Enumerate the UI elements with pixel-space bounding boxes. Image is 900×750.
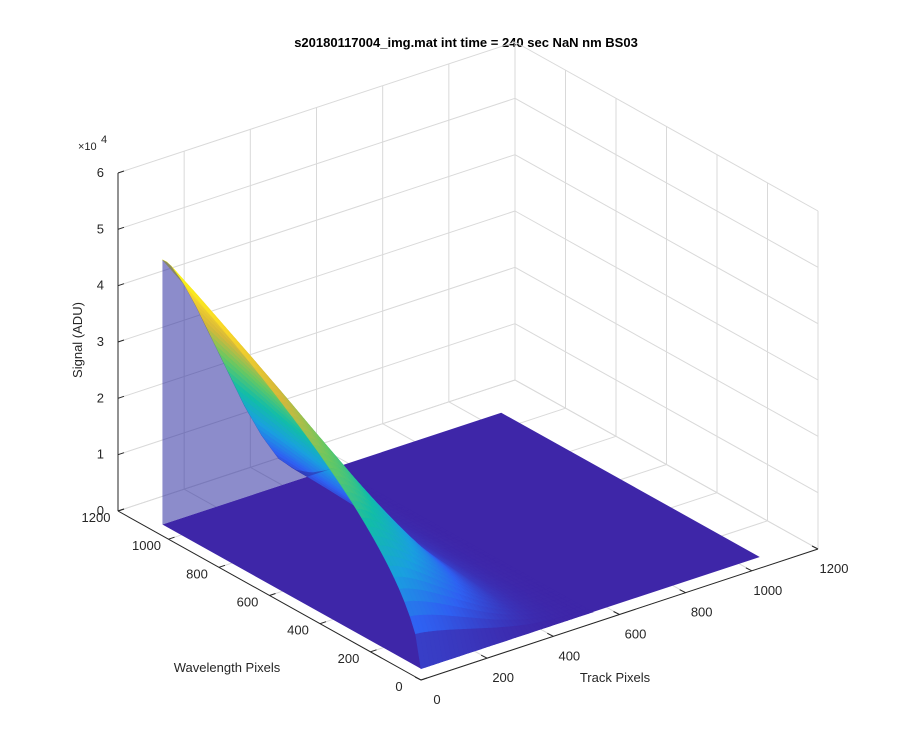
y-tick-label-3: 600 <box>625 627 647 642</box>
z-tick-mark-3 <box>117 339 125 343</box>
y-tick-label-1: 200 <box>492 670 514 685</box>
y-tick-mark-6 <box>811 545 819 550</box>
z-exponent: ×10 4 <box>78 134 107 153</box>
x-axis-label: Wavelength Pixels <box>174 660 281 675</box>
y-tick-mark-1 <box>480 654 488 659</box>
z-tick-label-1: 1 <box>97 447 104 462</box>
grid-line-left-wall-z-4 <box>117 154 516 287</box>
axes <box>117 170 819 681</box>
z-exponent-base: ×10 <box>78 141 97 153</box>
y-tick-mark-0 <box>414 676 422 681</box>
x-tick-mark-0 <box>420 677 428 681</box>
x-tick-label-6: 1200 <box>82 510 111 525</box>
grid-line-right-wall-z-4 <box>514 154 819 325</box>
grid-line-right-wall-z-5 <box>514 97 819 268</box>
surface-front-edge <box>162 259 335 525</box>
tick-labels: 0200400600800100012000200400600800100012… <box>82 165 849 707</box>
y-tick-label-0: 0 <box>433 692 440 707</box>
z-exponent-power: 4 <box>101 134 107 146</box>
y-tick-mark-5 <box>745 567 753 572</box>
z-axis-label: Signal (ADU) <box>70 302 85 378</box>
grid-line-left-wall-z-5 <box>117 97 516 230</box>
x-tick-label-4: 800 <box>186 566 208 581</box>
x-tick-mark-4 <box>218 564 226 568</box>
z-tick-label-4: 4 <box>97 278 104 293</box>
z-tick-mark-1 <box>117 452 125 456</box>
grid-line-left-wall-z-6 <box>117 41 516 174</box>
z-tick-mark-6 <box>117 170 125 174</box>
z-tick-label-2: 2 <box>97 390 104 405</box>
z-tick-label-0: 0 <box>97 503 104 518</box>
x-tick-mark-3 <box>269 593 276 596</box>
grid-line-right-wall-z-2 <box>514 266 819 437</box>
z-tick-mark-5 <box>117 226 125 230</box>
z-tick-mark-4 <box>117 283 125 287</box>
z-tick-label-6: 6 <box>97 165 104 180</box>
x-tick-label-2: 400 <box>287 623 309 638</box>
y-tick-label-2: 400 <box>558 648 580 663</box>
chart-title: s20180117004_img.mat int time = 240 sec … <box>294 35 638 50</box>
x-tick-label-3: 600 <box>237 595 259 610</box>
y-axis-label: Track Pixels <box>580 670 651 685</box>
z-tick-mark-2 <box>117 395 125 399</box>
z-tick-label-3: 3 <box>97 334 104 349</box>
x-tick-mark-1 <box>370 649 377 653</box>
grid-line-right-wall-z-1 <box>514 323 819 494</box>
surface-patch-0-0 <box>415 632 426 670</box>
y-tick-mark-3 <box>613 611 620 615</box>
surface <box>162 259 760 670</box>
x-tick-label-5: 1000 <box>132 538 161 553</box>
x-tick-label-0: 0 <box>395 679 402 694</box>
grid-line-right-wall-z-3 <box>514 210 819 381</box>
y-tick-label-6: 1200 <box>820 561 849 576</box>
grid-line-floor-y-6 <box>514 379 819 550</box>
x-tick-label-1: 200 <box>338 651 360 666</box>
y-tick-mark-4 <box>679 589 686 594</box>
y-tick-label-5: 1000 <box>753 583 782 598</box>
x-tick-mark-5 <box>168 536 175 540</box>
x-tick-mark-2 <box>319 621 327 625</box>
z-tick-mark-0 <box>117 508 125 512</box>
grid-line-right-wall-z-6 <box>514 41 819 212</box>
y-tick-label-4: 800 <box>691 605 713 620</box>
y-tick-mark-2 <box>547 632 554 637</box>
z-tick-label-5: 5 <box>97 221 104 236</box>
